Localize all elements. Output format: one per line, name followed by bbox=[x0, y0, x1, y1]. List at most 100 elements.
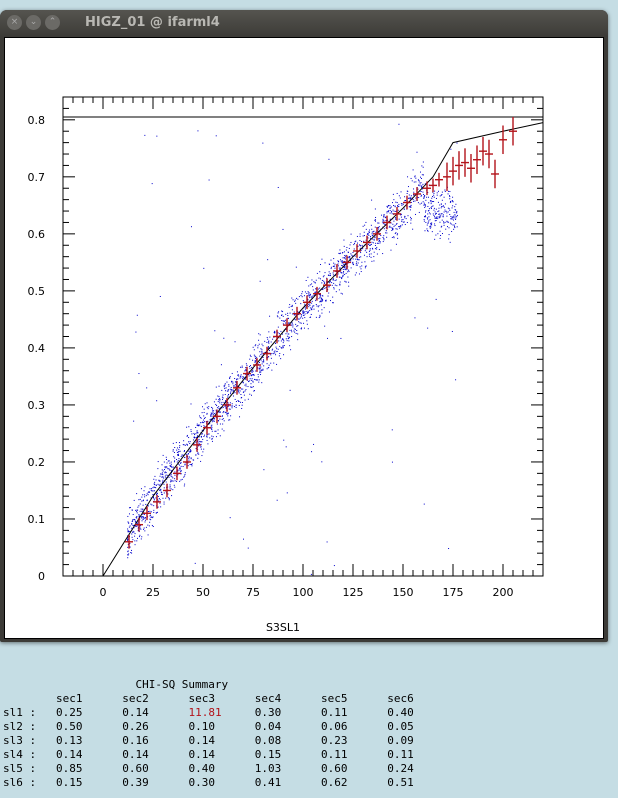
scatter-point bbox=[455, 203, 457, 205]
scatter-point bbox=[412, 199, 414, 201]
scatter-point bbox=[319, 316, 321, 318]
scatter-point bbox=[325, 287, 327, 289]
scatter-point bbox=[165, 497, 167, 499]
scatter-point bbox=[298, 318, 300, 320]
scatter-point bbox=[400, 226, 402, 228]
scatter-point bbox=[440, 226, 442, 228]
scatter-point bbox=[444, 209, 446, 211]
scatter-point bbox=[145, 526, 147, 528]
scatter-point bbox=[448, 190, 450, 192]
scatter-point bbox=[286, 492, 288, 494]
scatter-point bbox=[393, 237, 395, 239]
scatter-point bbox=[328, 271, 330, 273]
scatter-point bbox=[162, 481, 164, 483]
scatter-point bbox=[441, 225, 443, 227]
scatter-point bbox=[324, 262, 326, 264]
scatter-point bbox=[227, 396, 229, 398]
scatter-point bbox=[435, 208, 437, 210]
scatter-point bbox=[328, 274, 330, 276]
scatter-point bbox=[271, 369, 273, 371]
scatter-point bbox=[344, 273, 346, 275]
scatter-point bbox=[333, 287, 335, 289]
scatter-point bbox=[152, 526, 154, 528]
scatter-point bbox=[184, 457, 186, 459]
scatter-point bbox=[189, 451, 191, 453]
scatter-point bbox=[421, 174, 423, 176]
scatter-point bbox=[295, 323, 297, 325]
scatter-point bbox=[194, 434, 196, 436]
scatter-point bbox=[398, 123, 400, 125]
scatter-point bbox=[254, 345, 256, 347]
scatter-point bbox=[403, 221, 405, 223]
scatter-point bbox=[153, 505, 155, 507]
scatter-point bbox=[274, 350, 276, 352]
scatter-point bbox=[206, 402, 208, 404]
scatter-point bbox=[369, 244, 371, 246]
scatter-point bbox=[383, 214, 385, 216]
scatter-point bbox=[363, 254, 365, 256]
scatter-point bbox=[183, 440, 185, 442]
scatter-point bbox=[238, 389, 240, 391]
scatter-point bbox=[443, 206, 445, 208]
scatter-point bbox=[142, 518, 144, 520]
scatter-point bbox=[439, 221, 441, 223]
scatter-point bbox=[131, 509, 133, 511]
scatter-point bbox=[169, 485, 171, 487]
scatter-point bbox=[308, 293, 310, 295]
maximize-icon[interactable]: ⌃ bbox=[45, 15, 60, 30]
scatter-point bbox=[257, 376, 259, 378]
scatter-point bbox=[310, 296, 312, 298]
scatter-point bbox=[399, 227, 401, 229]
scatter-point bbox=[456, 216, 458, 218]
scatter-point bbox=[251, 386, 253, 388]
scatter-point bbox=[271, 352, 273, 354]
scatter-point bbox=[378, 226, 380, 228]
minimize-icon[interactable]: ⌄ bbox=[26, 15, 41, 30]
scatter-point bbox=[339, 259, 341, 261]
scatter-point bbox=[142, 504, 144, 506]
scatter-point bbox=[163, 503, 165, 505]
scatter-point bbox=[215, 398, 217, 400]
scatter-point bbox=[268, 364, 270, 366]
title-bar[interactable]: × ⌄ ⌃ HIGZ_01 @ ifarml4 bbox=[0, 10, 608, 37]
y-tick-label: 0.5 bbox=[28, 285, 46, 298]
scatter-point bbox=[237, 374, 239, 376]
close-icon[interactable]: × bbox=[7, 15, 22, 30]
scatter-point bbox=[392, 223, 394, 225]
scatter-point bbox=[391, 227, 393, 229]
scatter-point bbox=[391, 429, 393, 431]
scatter-point bbox=[273, 336, 275, 338]
scatter-point bbox=[159, 499, 161, 501]
scatter-point bbox=[359, 240, 361, 242]
scatter-point bbox=[289, 345, 291, 347]
scatter-point bbox=[190, 226, 192, 228]
scatter-point bbox=[180, 455, 182, 457]
scatter-point bbox=[216, 423, 218, 425]
scatter-point bbox=[356, 242, 358, 244]
scatter-point bbox=[446, 215, 448, 217]
scatter-point bbox=[332, 265, 334, 267]
scatter-point bbox=[155, 497, 157, 499]
scatter-point bbox=[442, 205, 444, 207]
scatter-point bbox=[376, 246, 378, 248]
scatter-point bbox=[250, 379, 252, 381]
scatter-point bbox=[312, 305, 314, 307]
scatter-point bbox=[136, 537, 138, 539]
scatter-point bbox=[318, 277, 320, 279]
scatter-point bbox=[357, 259, 359, 261]
scatter-point bbox=[150, 511, 152, 513]
scatter-point bbox=[308, 304, 310, 306]
scatter-point bbox=[329, 300, 331, 302]
scatter-point bbox=[321, 299, 323, 301]
scatter-point bbox=[423, 197, 425, 199]
scatter-point bbox=[452, 200, 454, 202]
scatter-point bbox=[248, 380, 250, 382]
scatter-point bbox=[371, 260, 373, 262]
scatter-point bbox=[186, 444, 188, 446]
scatter-point bbox=[147, 524, 149, 526]
scatter-point bbox=[448, 208, 450, 210]
scatter-point bbox=[242, 378, 244, 380]
chi-sq-value: 0.14 bbox=[188, 734, 216, 747]
scatter-point bbox=[393, 210, 395, 212]
scatter-point bbox=[367, 237, 369, 239]
